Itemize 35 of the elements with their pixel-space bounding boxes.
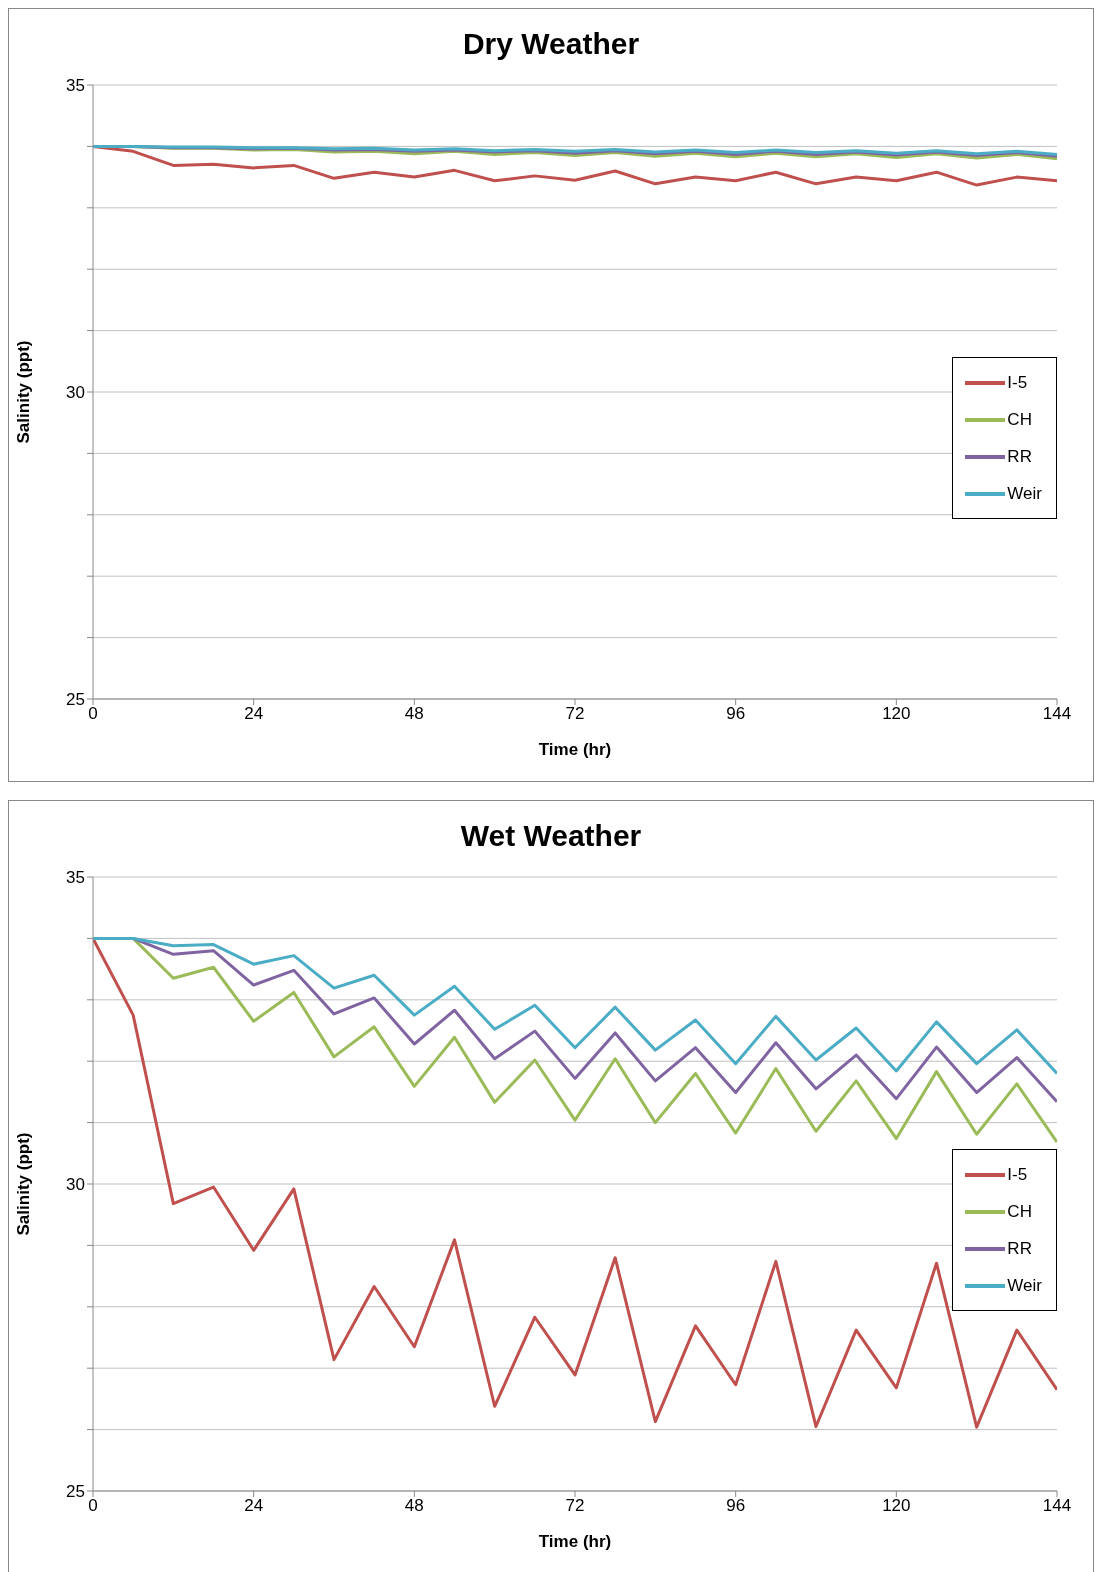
legend-label: Weir [1007,1275,1042,1296]
y-tick-label: 35 [66,868,85,888]
y-tick-label: 35 [66,76,85,96]
x-tick-label: 24 [244,1496,264,1516]
x-tick-label: 0 [88,704,98,724]
x-tick-label: 48 [404,1496,424,1516]
x-tick-label: 144 [1042,1496,1072,1516]
y-axis-title: Salinity (ppt) [14,1132,34,1236]
legend-label: Weir [1007,483,1042,504]
y-tick-label: 25 [66,690,85,710]
x-tick-label: 120 [882,704,911,724]
x-tick-label: 144 [1042,704,1072,724]
legend-label: CH [1007,1201,1032,1222]
x-axis-title: Time (hr) [538,1532,612,1551]
x-tick-label: 72 [565,1496,585,1516]
legend-label: RR [1007,446,1032,467]
x-axis-title: Time (hr) [538,740,612,759]
x-tick-label: 120 [882,1496,911,1516]
legend-label: RR [1007,1238,1032,1259]
x-tick-label: 96 [726,1496,746,1516]
legend-label: CH [1007,409,1032,430]
y-tick-label: 30 [66,1175,85,1195]
legend-label: I-5 [1007,372,1028,393]
x-tick-label: 48 [404,704,424,724]
legend-label: I-5 [1007,1164,1028,1185]
y-tick-label: 30 [66,383,85,403]
y-tick-label: 25 [66,1482,85,1502]
chart-title: Dry Weather [461,26,641,62]
y-axis-title: Salinity (ppt) [14,340,34,444]
chart-title: Wet Weather [459,818,643,854]
x-tick-label: 72 [565,704,585,724]
x-tick-label: 96 [726,704,746,724]
x-tick-label: 0 [88,1496,98,1516]
x-tick-label: 24 [244,704,264,724]
line-series [93,936,1057,1075]
